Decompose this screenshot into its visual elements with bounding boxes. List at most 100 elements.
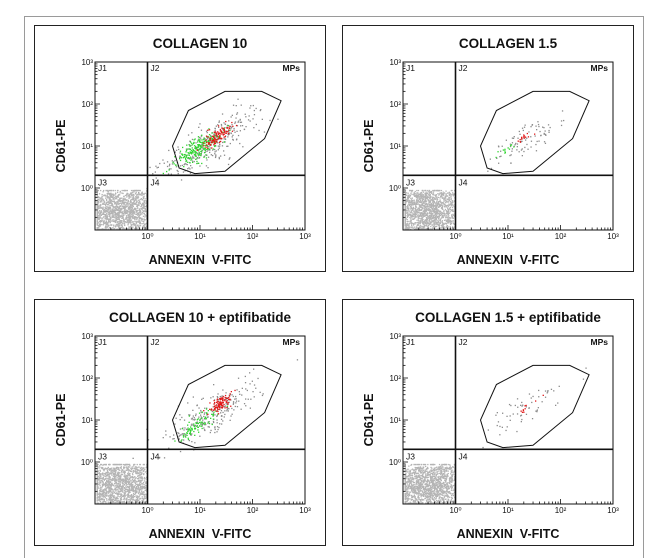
event-point (191, 433, 193, 435)
event-point (121, 487, 123, 489)
event-point (189, 151, 191, 153)
event-point (100, 198, 102, 200)
event-point (114, 492, 117, 495)
event-point (203, 142, 205, 144)
event-point (104, 228, 106, 230)
event-point (212, 412, 215, 415)
event-point (404, 205, 406, 207)
event-point (421, 218, 423, 220)
event-point (103, 498, 105, 501)
event-point (430, 206, 433, 208)
event-point (112, 198, 114, 200)
event-point (125, 491, 127, 493)
event-point (445, 228, 447, 230)
mps-gate[interactable] (479, 90, 590, 175)
event-point (449, 206, 452, 209)
event-point (143, 473, 145, 476)
event-point (448, 204, 451, 206)
event-point (141, 204, 143, 206)
event-point (104, 211, 106, 213)
event-point (444, 228, 446, 230)
event-point (116, 215, 118, 217)
event-point (423, 205, 426, 208)
event-point (516, 146, 518, 148)
event-point (435, 228, 437, 230)
quadrant-label: J4 (151, 177, 160, 187)
event-point (224, 413, 226, 416)
event-point (512, 137, 515, 139)
event-point (189, 414, 191, 416)
quadrant-label: J2 (151, 63, 160, 73)
event-point (136, 214, 139, 216)
event-point (139, 201, 141, 203)
event-point (185, 163, 187, 165)
event-point (420, 212, 423, 215)
event-point (404, 213, 406, 215)
event-point (136, 467, 139, 469)
event-point (422, 223, 424, 225)
event-point (96, 221, 98, 223)
event-point (196, 157, 199, 159)
event-point (139, 225, 141, 227)
event-point (413, 213, 415, 215)
event-point (416, 195, 418, 197)
mps-gate[interactable] (171, 90, 282, 175)
event-point (249, 107, 251, 109)
event-point (414, 216, 416, 219)
event-point (119, 463, 121, 466)
event-point (413, 193, 415, 196)
event-point (411, 224, 413, 226)
event-point (97, 199, 99, 201)
event-point (448, 228, 450, 230)
event-point (213, 143, 215, 146)
event-point (206, 147, 209, 149)
event-point (126, 203, 128, 205)
event-point (173, 438, 175, 440)
event-point (419, 193, 421, 195)
event-point (430, 225, 432, 228)
event-point (109, 216, 112, 218)
event-point (216, 401, 218, 403)
event-point (423, 227, 425, 229)
event-point (123, 498, 125, 500)
event-point (199, 425, 201, 427)
event-point (417, 199, 420, 201)
event-point (408, 220, 410, 223)
event-point (421, 206, 423, 209)
event-point (112, 206, 115, 208)
event-point (515, 142, 517, 145)
event-point (425, 224, 428, 226)
event-point (136, 495, 138, 497)
event-point (425, 228, 427, 230)
event-point (433, 211, 435, 214)
event-point (136, 189, 138, 192)
event-point (250, 105, 252, 107)
event-point (531, 124, 534, 126)
event-point (453, 205, 456, 208)
event-point (111, 469, 113, 472)
event-point (140, 489, 142, 491)
event-point (405, 210, 407, 212)
event-point (448, 203, 450, 205)
event-point (416, 212, 419, 214)
event-point (111, 491, 113, 494)
event-point (142, 482, 144, 485)
event-point (420, 208, 422, 211)
event-point (207, 413, 209, 416)
event-point (127, 194, 130, 197)
event-point (205, 157, 208, 159)
event-point (424, 194, 427, 196)
event-point (214, 427, 216, 429)
event-point (112, 212, 114, 214)
event-point (226, 145, 228, 147)
event-point (426, 196, 428, 198)
event-point (438, 203, 440, 205)
event-point (121, 208, 123, 210)
event-point (428, 192, 430, 194)
event-point (115, 483, 118, 485)
event-point (103, 216, 105, 218)
event-point (125, 221, 127, 224)
event-point (410, 223, 413, 225)
event-point (415, 201, 417, 203)
event-point (220, 155, 222, 157)
